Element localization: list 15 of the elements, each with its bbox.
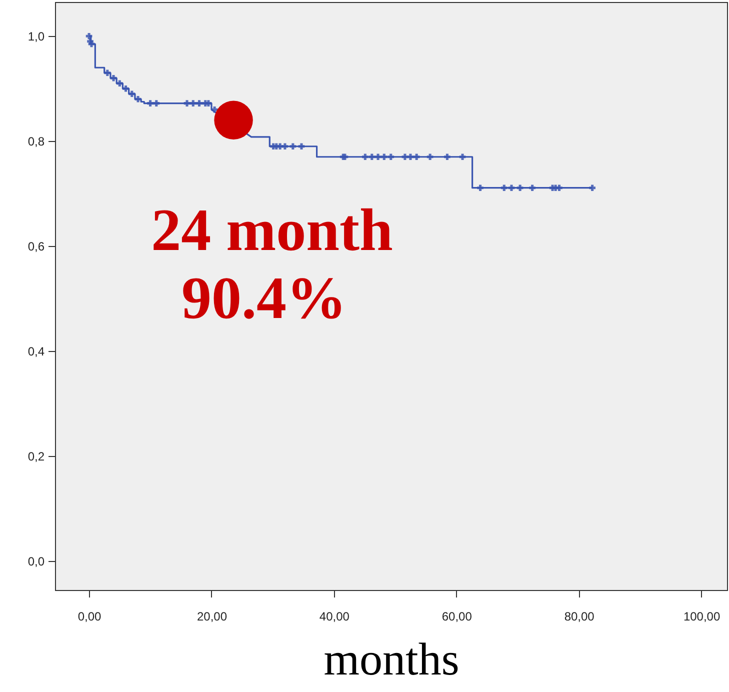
x-tick-label: 80,00 bbox=[564, 610, 595, 624]
y-tick-label: 0,0 bbox=[28, 554, 45, 569]
annotation: 90.4% bbox=[182, 265, 346, 331]
y-tick-label: 0,4 bbox=[28, 344, 45, 359]
y-tick-label: 0,2 bbox=[28, 450, 45, 464]
x-tick-label: 40,00 bbox=[319, 610, 350, 624]
x-tick-label: 0,00 bbox=[78, 610, 102, 624]
y-tick-label: 1,0 bbox=[28, 30, 45, 44]
x-tick-label: 60,00 bbox=[442, 610, 472, 624]
x-tick-label: 100,00 bbox=[683, 610, 720, 624]
x-axis-title: months bbox=[324, 634, 460, 684]
x-tick-label: 20,00 bbox=[196, 610, 228, 624]
y-tick-label: 0,8 bbox=[28, 134, 45, 149]
annotation: 24 month bbox=[151, 197, 393, 263]
y-tick-label: 0,6 bbox=[28, 240, 45, 254]
